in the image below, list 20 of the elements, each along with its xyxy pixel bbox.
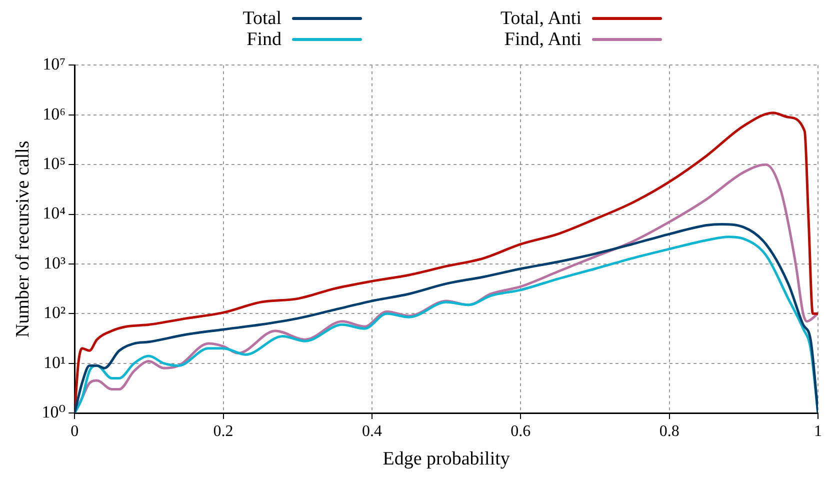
y-tick-label: 10⁷	[42, 54, 66, 74]
x-tick-label: 0.4	[362, 422, 382, 440]
legend-label: Total, Anti	[499, 8, 582, 29]
y-tick-label: 10²	[44, 303, 66, 322]
y-tick-label: 10³	[44, 253, 66, 272]
y-tick-label: 10⁰	[42, 402, 66, 422]
y-tick-label: 10⁵	[42, 154, 66, 174]
legend-label: Find, Anti	[503, 29, 582, 50]
y-tick-label: 10⁶	[42, 104, 66, 124]
x-tick-label: 0	[70, 422, 79, 440]
x-tick-label: 0.2	[213, 422, 234, 440]
y-tick-label: 10¹	[44, 352, 66, 372]
legend-label: Find	[246, 29, 282, 50]
y-tick-label: 10⁴	[42, 204, 66, 223]
legend-label: Total	[242, 8, 282, 29]
x-tick-label: 0.8	[659, 422, 680, 440]
x-tick-label: 0.6	[510, 422, 531, 440]
y-axis-title: Number of recursive calls	[12, 140, 34, 338]
x-axis-title: Edge probability	[382, 448, 510, 470]
x-tick-label: 1	[814, 422, 822, 440]
